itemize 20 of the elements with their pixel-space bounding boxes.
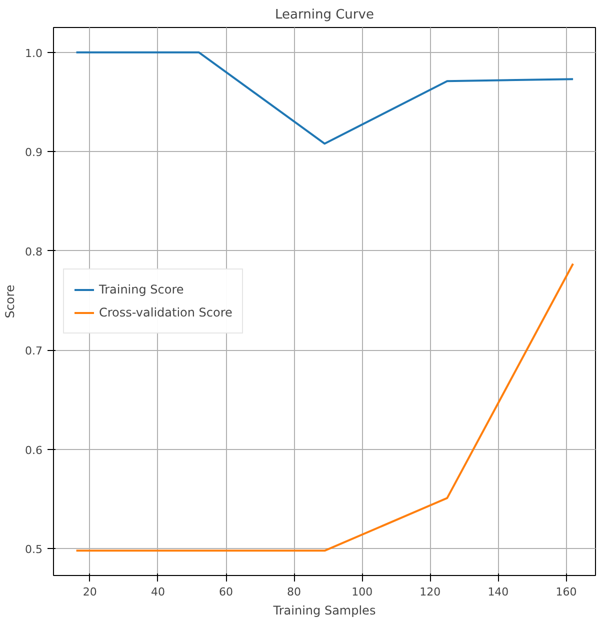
- legend-label: Training Score: [99, 282, 184, 296]
- x-tick-label: 120: [420, 586, 441, 598]
- x-tick-label: 100: [352, 586, 373, 598]
- x-tick-label: 160: [556, 586, 577, 598]
- legend-label: Cross-validation Score: [99, 306, 232, 320]
- y-tick-label: 0.7: [25, 344, 43, 358]
- line-series: [75, 51, 574, 145]
- x-tick-label: 80: [287, 586, 302, 598]
- x-tick-label: 20: [82, 586, 97, 598]
- x-tick-label: 60: [219, 586, 233, 598]
- y-tick-label: 0.5: [25, 543, 43, 556]
- chart-title: Learning Curve: [275, 8, 374, 22]
- y-tick-label: 0.8: [25, 245, 43, 258]
- y-tick-label: 1.0: [25, 46, 43, 60]
- y-axis-title: Score: [3, 284, 18, 318]
- x-tick-label: 40: [150, 586, 165, 598]
- y-tick-label: 0.9: [25, 146, 43, 160]
- x-tick-label: 140: [488, 586, 509, 598]
- y-tick-label: 0.6: [25, 444, 43, 457]
- x-axis-title: Training Samples: [272, 604, 376, 618]
